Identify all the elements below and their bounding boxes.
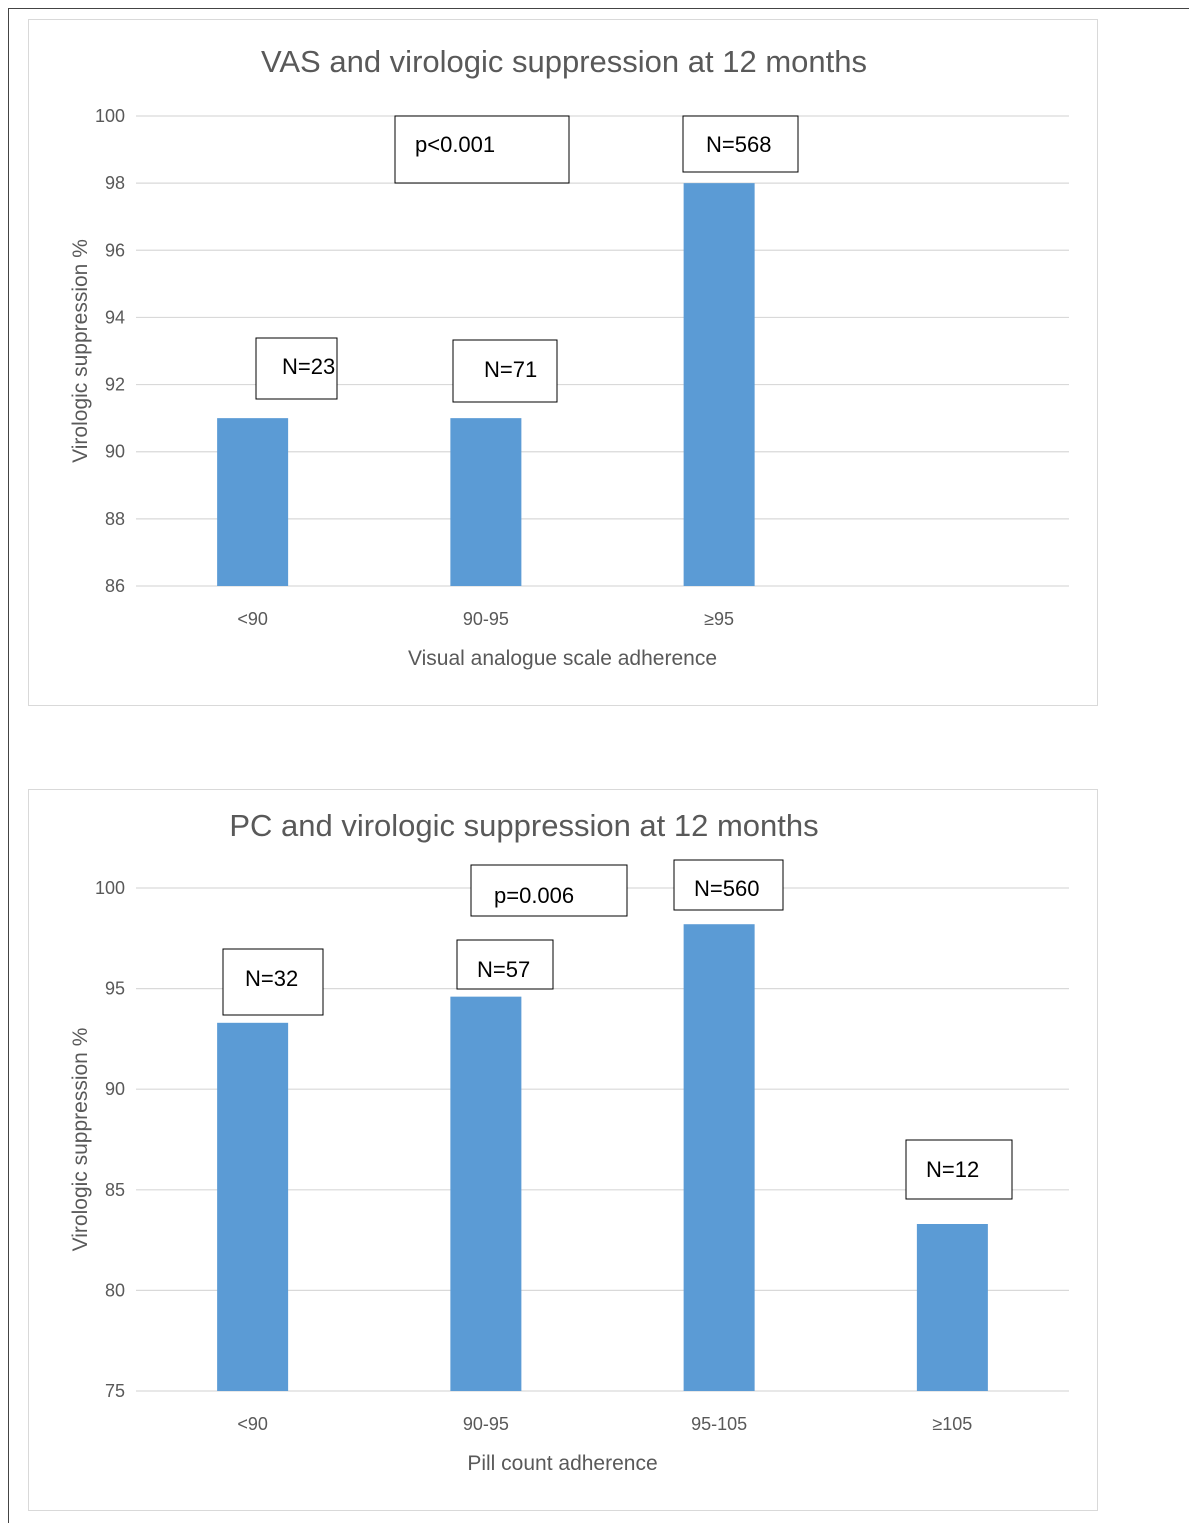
bar — [916, 1224, 988, 1391]
y-tick-label: 88 — [105, 509, 125, 529]
x-tick-label: ≥105 — [932, 1414, 972, 1434]
annotation-box — [394, 115, 570, 184]
bar — [450, 418, 522, 586]
y-tick-label: 94 — [105, 307, 125, 327]
annotation-label: N=71 — [484, 357, 537, 382]
annotation-label: p<0.001 — [415, 132, 495, 157]
annotation-label: N=12 — [926, 1157, 979, 1182]
annotation-box — [222, 948, 324, 1016]
annotation-label: p=0.006 — [494, 883, 574, 908]
annotation-box — [905, 1139, 1013, 1200]
x-axis-title: Visual analogue scale adherence — [408, 647, 717, 670]
y-axis-title: Virologic suppression % — [69, 239, 92, 463]
y-tick-label: 95 — [105, 979, 125, 999]
bar — [683, 924, 755, 1391]
y-axis-title: Virologic suppression % — [69, 1028, 92, 1252]
page-frame — [8, 8, 1189, 1523]
x-axis-title: Pill count adherence — [467, 1452, 657, 1475]
annotation-box — [452, 339, 558, 403]
y-tick-label: 86 — [105, 576, 125, 596]
annotation-label: N=32 — [245, 966, 298, 991]
bar — [450, 996, 522, 1391]
x-tick-label: <90 — [237, 1414, 268, 1434]
pc-chart: PC and virologic suppression at 12 month… — [69, 808, 1069, 1475]
chart-title: PC and virologic suppression at 12 month… — [229, 808, 818, 843]
y-tick-label: 100 — [95, 878, 125, 898]
annotation-label: N=23 — [282, 354, 335, 379]
y-tick-label: 90 — [105, 1079, 125, 1099]
y-tick-label: 92 — [105, 375, 125, 395]
bar — [217, 1022, 289, 1391]
pc-chart-panel: PC and virologic suppression at 12 month… — [28, 789, 1098, 1511]
y-tick-label: 75 — [105, 1381, 125, 1401]
y-tick-label: 90 — [105, 442, 125, 462]
vas-chart-panel: VAS and virologic suppression at 12 mont… — [28, 19, 1098, 706]
annotation-box — [456, 939, 554, 990]
annotation-label: N=560 — [694, 876, 759, 901]
annotation-box — [255, 337, 338, 400]
vas-chart: VAS and virologic suppression at 12 mont… — [69, 44, 1069, 670]
annotation-box — [673, 859, 784, 911]
annotation-label: N=57 — [477, 957, 530, 982]
y-tick-label: 85 — [105, 1180, 125, 1200]
annotation-box — [470, 864, 628, 917]
bar — [683, 183, 755, 586]
bar — [217, 418, 289, 586]
y-tick-label: 98 — [105, 173, 125, 193]
y-tick-label: 100 — [95, 106, 125, 126]
x-tick-label: 95-105 — [691, 1414, 747, 1434]
annotation-label: N=568 — [706, 132, 771, 157]
x-tick-label: <90 — [237, 609, 268, 629]
x-tick-label: 90-95 — [463, 1414, 509, 1434]
y-tick-label: 80 — [105, 1280, 125, 1300]
x-tick-label: 90-95 — [463, 609, 509, 629]
y-tick-label: 96 — [105, 240, 125, 260]
x-tick-label: ≥95 — [704, 609, 734, 629]
chart-title: VAS and virologic suppression at 12 mont… — [261, 44, 867, 79]
annotation-box — [682, 115, 799, 173]
